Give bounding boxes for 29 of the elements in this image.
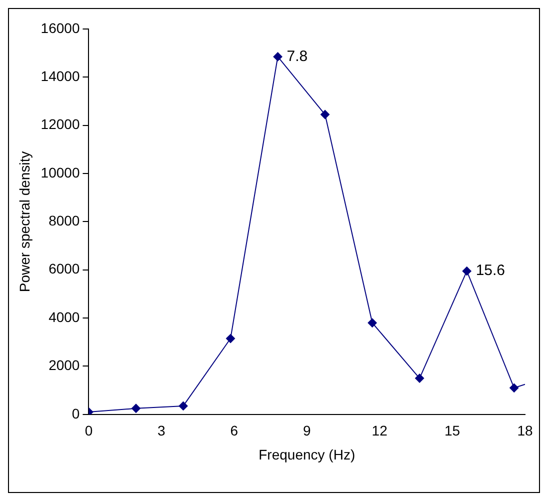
y-tick-label: 0 [72,405,80,422]
point [415,374,424,383]
x-tick-label: 9 [302,422,311,439]
point [226,334,236,344]
annotation: 7.8 [286,48,308,65]
point [462,266,472,276]
x-tick-label: 18 [517,422,533,439]
x-tick-label: 12 [372,422,388,439]
x-tick-label: 0 [84,422,93,439]
x-tick-label: 3 [158,422,166,439]
y-tick-label: 4000 [48,308,80,325]
y-tick-label: 14000 [40,68,80,84]
point [510,383,519,392]
y-tick-label: 10000 [40,164,80,180]
y-tick-label: 2000 [48,357,80,374]
x-tick-label: 15 [444,422,460,439]
y-tick-label: 12000 [40,116,80,132]
point [320,110,330,120]
point [273,52,282,62]
point [131,404,140,413]
y-tick-label: 8000 [48,212,80,229]
y-tick-label: 6000 [48,260,80,277]
y-tick-label: 16000 [40,20,80,36]
x-tick-label: 6 [230,422,238,439]
point [368,318,377,328]
point [178,401,188,410]
annotation: 15.6 [476,262,506,280]
x-axis-title: Frequency (Hz) [258,446,356,462]
y-axis-title: Power spectral density [16,151,32,292]
